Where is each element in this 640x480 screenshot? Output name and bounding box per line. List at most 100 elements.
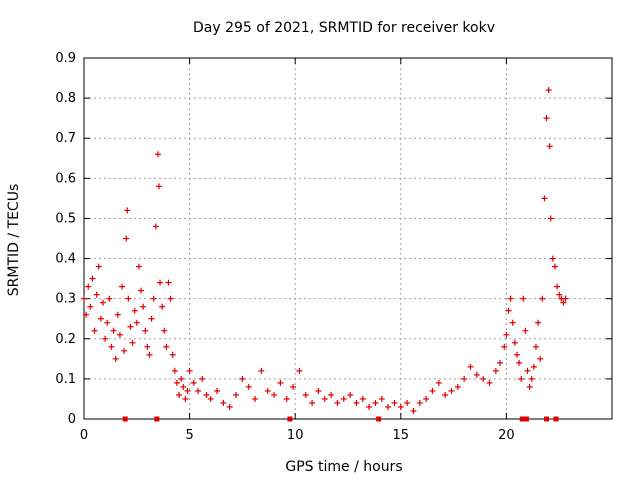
data-point [226, 403, 233, 410]
data-point [124, 207, 131, 214]
data-point [144, 343, 151, 350]
y-axis-label: SRMTID / TECUs [6, 184, 22, 297]
data-point [178, 375, 185, 382]
y-tick-label: 0.9 [55, 51, 76, 66]
x-tick-label: 0 [80, 428, 88, 443]
data-point [321, 395, 328, 402]
data-point [359, 395, 366, 402]
data-point [271, 391, 278, 398]
data-point [133, 319, 140, 326]
data-point [277, 379, 284, 386]
data-point [207, 395, 214, 402]
x-tick-label: 10 [287, 428, 304, 443]
data-point [366, 403, 373, 410]
data-point [102, 335, 109, 342]
data-point [505, 307, 512, 314]
data-point [302, 391, 309, 398]
data-points [81, 87, 569, 414]
x-tick-label: 15 [393, 428, 410, 443]
data-point [549, 255, 556, 262]
data-point [551, 263, 558, 270]
data-point [169, 351, 176, 358]
data-point [129, 339, 136, 346]
y-tick-label: 0.1 [55, 372, 76, 387]
data-point [522, 327, 529, 334]
x-axis-label: GPS time / hours [285, 459, 402, 475]
data-point [85, 283, 92, 290]
y-tick-label: 0.2 [55, 332, 76, 347]
data-point [296, 367, 303, 374]
data-point [106, 295, 113, 302]
data-point [410, 407, 417, 414]
data-point [429, 387, 436, 394]
data-point [258, 367, 265, 374]
data-point [511, 339, 518, 346]
data-point [146, 351, 153, 358]
data-point [546, 143, 553, 150]
data-point [110, 327, 117, 334]
data-point [560, 299, 567, 306]
data-point [176, 391, 183, 398]
data-point [114, 311, 121, 318]
data-point [290, 383, 297, 390]
data-point [537, 355, 544, 362]
data-point [391, 399, 398, 406]
data-point [190, 379, 197, 386]
data-point [233, 391, 240, 398]
plot-frame [83, 57, 613, 420]
data-point [486, 379, 493, 386]
data-point [423, 395, 430, 402]
data-point [518, 375, 525, 382]
data-point [543, 115, 550, 122]
y-tick-label: 0.4 [55, 252, 76, 267]
data-point [154, 151, 161, 158]
data-point [245, 383, 252, 390]
data-point [547, 215, 554, 222]
data-point [520, 295, 527, 302]
data-point [81, 295, 87, 302]
data-point [473, 371, 480, 378]
data-point [509, 319, 516, 326]
data-point [97, 315, 104, 322]
data-point [516, 359, 523, 366]
data-point [492, 367, 499, 374]
data-point [186, 367, 193, 374]
gap-marker [553, 416, 559, 422]
data-point [530, 363, 537, 370]
data-point [539, 295, 546, 302]
y-tick-label: 0.5 [55, 211, 76, 226]
data-point [138, 287, 145, 294]
data-point [108, 343, 115, 350]
data-point [167, 295, 174, 302]
data-point [347, 391, 354, 398]
gap-markers [122, 416, 559, 422]
data-point [159, 303, 166, 310]
x-tick-label: 20 [498, 428, 515, 443]
data-point [112, 355, 119, 362]
data-point [203, 391, 210, 398]
data-point [83, 311, 90, 318]
data-point [171, 367, 178, 374]
data-point [372, 399, 379, 406]
data-point [184, 387, 191, 394]
data-point [93, 291, 100, 298]
data-point [155, 183, 162, 190]
data-point [148, 315, 155, 322]
gap-marker [519, 416, 525, 422]
data-point [435, 379, 442, 386]
data-point [448, 387, 455, 394]
data-point [283, 395, 290, 402]
data-point [116, 331, 123, 338]
data-point [140, 303, 147, 310]
y-tick-label: 0.7 [55, 131, 76, 146]
data-point [513, 351, 520, 358]
data-point [123, 235, 130, 242]
data-point [562, 295, 569, 302]
data-point [180, 383, 187, 390]
data-point [461, 375, 468, 382]
data-point [87, 303, 94, 310]
data-point [252, 395, 259, 402]
gap-marker [122, 416, 128, 422]
y-tick-label: 0 [68, 412, 76, 427]
